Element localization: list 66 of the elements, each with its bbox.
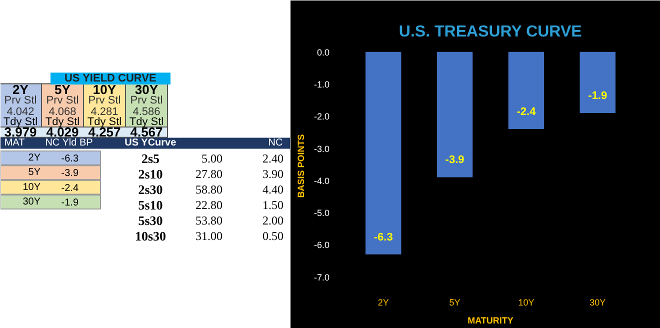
data-label: -1.9 <box>588 90 608 102</box>
text: 2s30 <box>138 182 163 198</box>
x-tick-label: 2Y <box>378 298 389 308</box>
text: 4.281 <box>90 106 118 118</box>
data-label: -6.3 <box>374 231 393 244</box>
text: Tdy Stl <box>3 116 38 128</box>
x-axis-title: MATURITY <box>468 316 514 326</box>
text: 2s5 <box>141 151 160 166</box>
data-label: -3.9 <box>445 154 464 166</box>
text: 2Y <box>12 82 29 98</box>
text: 10s30 <box>134 228 166 244</box>
text: 5Y <box>54 82 71 98</box>
text: 4.042 <box>6 106 34 118</box>
text: 0.50 <box>262 228 284 243</box>
text: 58.80 <box>196 182 222 197</box>
text: 3.90 <box>262 167 284 182</box>
text: 5Y <box>28 167 41 178</box>
text: 2.40 <box>262 152 284 166</box>
text: -3.9 <box>61 168 79 180</box>
text: 5s30 <box>138 212 163 228</box>
text: MAT <box>4 138 25 149</box>
text: Tdy Stl <box>87 116 122 128</box>
text: -1.9 <box>61 198 79 209</box>
y-tick-label: -3.0 <box>314 144 330 154</box>
text: 10Y <box>22 182 41 193</box>
text: 30Y <box>134 82 158 98</box>
text: 2Y <box>28 152 41 164</box>
text: 2s10 <box>138 166 163 182</box>
text: Prv Stl <box>46 94 79 107</box>
text: Tdy Stl <box>45 116 80 128</box>
text: 27.80 <box>196 167 222 182</box>
text: 10Y <box>92 82 116 98</box>
text: 4.586 <box>132 106 160 118</box>
text: 2.00 <box>262 213 284 228</box>
text: -2.4 <box>61 182 79 194</box>
x-tick-label: 5Y <box>449 298 460 308</box>
text: 4.40 <box>262 182 284 197</box>
text: Prv Stl <box>130 94 163 107</box>
text: NC Yld BP <box>45 138 94 149</box>
y-tick-label: -4.0 <box>314 176 330 186</box>
text: Tdy Stl <box>129 116 164 128</box>
x-tick-label: 30Y <box>590 298 606 308</box>
x-tick-label: 10Y <box>518 298 534 308</box>
y-axis-title: BASIS POINTS <box>296 134 306 198</box>
text: 5s10 <box>138 197 163 212</box>
text: 31.00 <box>196 228 222 243</box>
data-label: -2.4 <box>516 106 537 118</box>
text: -6.3 <box>61 153 79 164</box>
text: 5.00 <box>202 152 222 166</box>
text: Prv Stl <box>88 94 121 107</box>
y-tick-label: 0.0 <box>316 47 330 58</box>
text: NC <box>268 138 283 149</box>
y-tick-label: -6.0 <box>314 240 330 250</box>
text: US YIELD CURVE <box>64 72 156 85</box>
text: 22.80 <box>196 198 222 212</box>
text: 4.068 <box>48 106 76 118</box>
text: 30Y <box>22 196 41 208</box>
y-tick-label: -5.0 <box>314 208 330 218</box>
y-tick-label: -1.0 <box>314 80 330 90</box>
chart-title: U.S. TREASURY CURVE <box>398 24 582 40</box>
text: 53.80 <box>196 213 222 228</box>
y-tick-label: -2.0 <box>314 112 330 122</box>
text: Prv Stl <box>4 94 37 107</box>
text: US YCurve <box>124 138 177 149</box>
y-tick-label: -7.0 <box>314 272 330 282</box>
text: 1.50 <box>262 198 284 212</box>
